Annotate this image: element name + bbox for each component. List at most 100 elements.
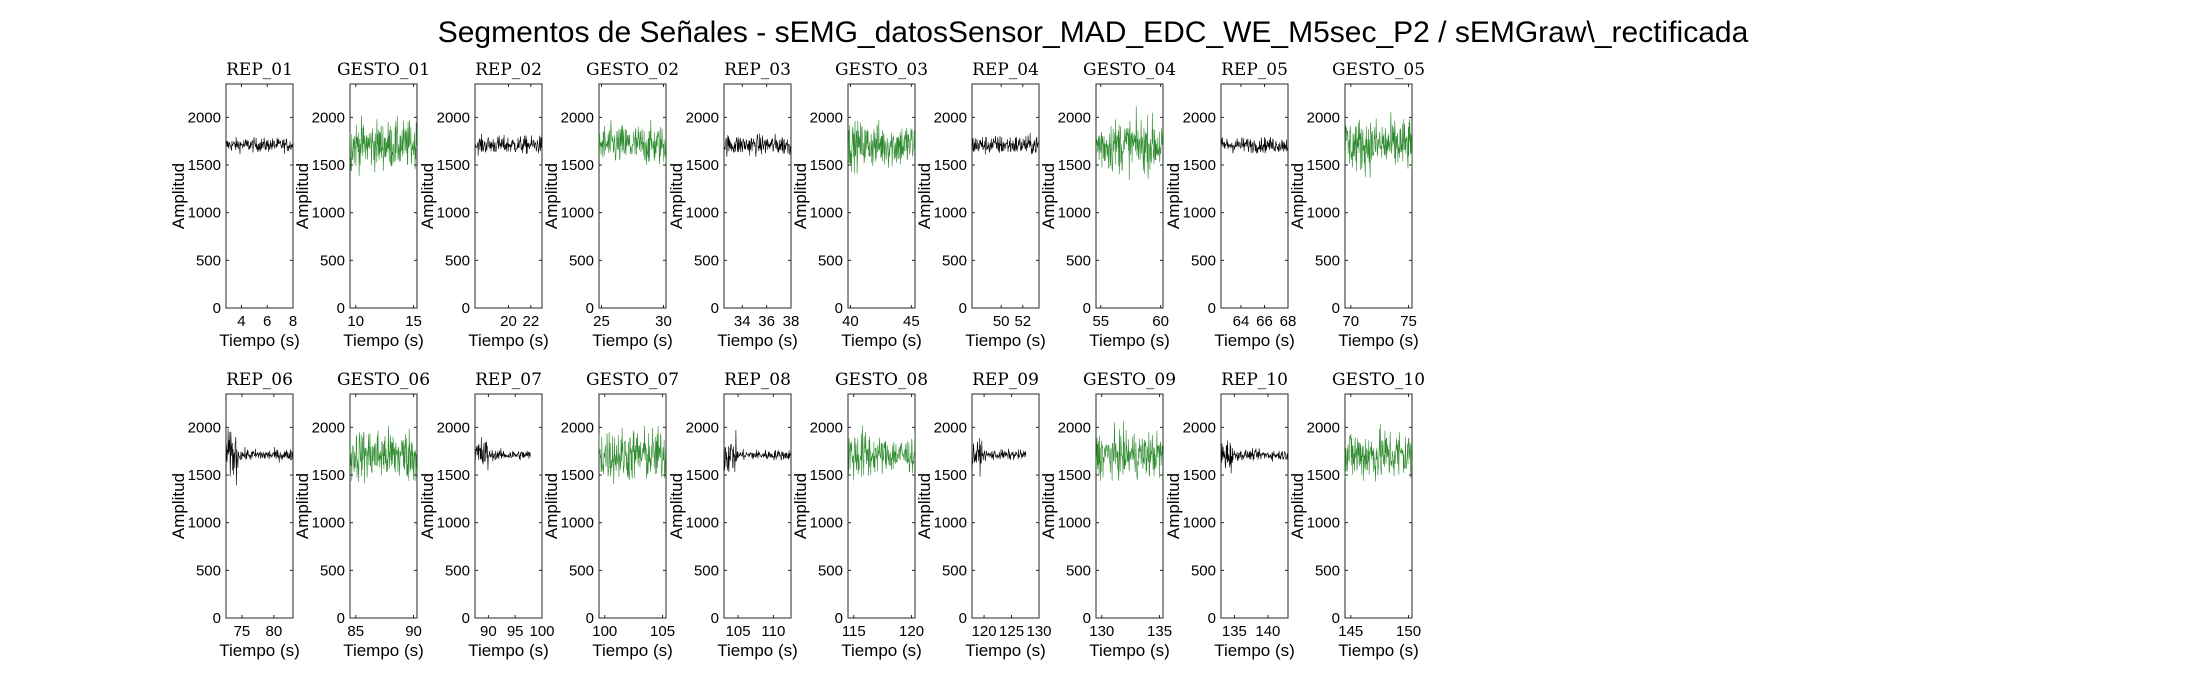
axes-box xyxy=(598,393,667,619)
x-tick-label: 4 xyxy=(237,313,245,330)
signal-line xyxy=(723,430,792,473)
signal-line xyxy=(723,133,792,157)
signal-line xyxy=(1220,136,1289,154)
y-tick-label: 0 xyxy=(1083,610,1091,627)
y-tick-label: 500 xyxy=(942,252,967,269)
x-tick-label: 130 xyxy=(1026,623,1051,640)
y-tick-label: 0 xyxy=(959,610,967,627)
subplot-title: GESTO_03 xyxy=(835,60,928,80)
signal-line xyxy=(474,437,531,471)
subplot-gesto-02: 0 500 1000 1500 2000 25 30 GESTO_02 Tiempo (s) Am… xyxy=(542,60,679,350)
x-tick-label: 10 xyxy=(347,313,364,330)
y-tick-label: 1000 xyxy=(810,515,843,532)
axes-box xyxy=(723,393,792,619)
signal-line xyxy=(1344,424,1413,482)
subplot-title: GESTO_05 xyxy=(1332,60,1425,80)
y-axis-label: Amplitud xyxy=(542,163,561,229)
subplot-rep-09: 0 500 1000 1500 2000 120 125 130 REP_09 Tiempo (s… xyxy=(915,370,1052,660)
signal-line xyxy=(225,428,294,486)
axes-box xyxy=(598,83,667,309)
x-axis-label: Tiempo (s) xyxy=(1214,331,1295,350)
subplot-title: REP_03 xyxy=(724,60,791,80)
y-tick-label: 500 xyxy=(694,562,719,579)
x-axis-label: Tiempo (s) xyxy=(1214,641,1295,660)
subplot-gesto-04: 0 500 1000 1500 2000 55 60 GESTO_04 Tiempo (s) Am… xyxy=(1039,60,1176,350)
y-tick-label: 2000 xyxy=(934,109,967,126)
y-tick-label: 0 xyxy=(1083,300,1091,317)
x-axis-label: Tiempo (s) xyxy=(1338,641,1419,660)
y-tick-label: 0 xyxy=(1332,610,1340,627)
subplot-title: GESTO_10 xyxy=(1332,370,1425,390)
y-tick-label: 2000 xyxy=(437,419,470,436)
y-axis-label: Amplitud xyxy=(169,473,188,539)
subplot-title: REP_04 xyxy=(972,60,1039,80)
subplot-title: REP_06 xyxy=(226,370,293,390)
subplot-gesto-09: 0 500 1000 1500 2000 130 135 GESTO_09 Tiempo (s)… xyxy=(1039,370,1176,660)
x-axis-label: Tiempo (s) xyxy=(1089,641,1170,660)
figure-title: Segmentos de Señales - sEMG_datosSensor_… xyxy=(438,16,1749,49)
y-tick-label: 1000 xyxy=(312,205,345,222)
x-axis-label: Tiempo (s) xyxy=(219,641,300,660)
y-tick-label: 500 xyxy=(196,562,221,579)
axes-box xyxy=(1220,393,1289,619)
signal-line xyxy=(474,133,543,157)
x-tick-label: 100 xyxy=(529,623,554,640)
x-tick-label: 95 xyxy=(507,623,524,640)
x-tick-label: 75 xyxy=(1400,313,1417,330)
subplot-rep-07: 0 500 1000 1500 2000 90 95 100 REP_07 Tiempo (s) A… xyxy=(418,370,555,660)
y-axis-label: Amplitud xyxy=(293,473,312,539)
subplot-title: GESTO_02 xyxy=(586,60,679,80)
y-tick-label: 1500 xyxy=(1058,157,1091,174)
y-tick-label: 1500 xyxy=(437,157,470,174)
signal-line xyxy=(847,425,916,481)
subplot-gesto-03: 0 500 1000 1500 2000 40 45 GESTO_03 Tiempo (s) Am… xyxy=(791,60,928,350)
y-axis-label: Amplitud xyxy=(791,473,810,539)
y-tick-label: 2000 xyxy=(1307,109,1340,126)
y-tick-label: 500 xyxy=(1315,562,1340,579)
x-tick-label: 90 xyxy=(405,623,422,640)
signal-line xyxy=(598,119,667,165)
y-tick-label: 0 xyxy=(213,610,221,627)
axes-box xyxy=(1095,393,1164,619)
x-tick-label: 34 xyxy=(734,313,751,330)
y-tick-label: 1500 xyxy=(188,157,221,174)
x-tick-label: 105 xyxy=(726,623,751,640)
x-tick-label: 68 xyxy=(1280,313,1297,330)
subplot-title: GESTO_06 xyxy=(337,370,430,390)
y-tick-label: 500 xyxy=(445,562,470,579)
y-tick-label: 1000 xyxy=(1058,205,1091,222)
y-tick-label: 1000 xyxy=(1183,205,1216,222)
x-axis-label: Tiempo (s) xyxy=(965,331,1046,350)
y-tick-label: 2000 xyxy=(188,109,221,126)
y-tick-label: 0 xyxy=(835,610,843,627)
subplot-title: GESTO_01 xyxy=(337,60,430,80)
y-axis-label: Amplitud xyxy=(418,163,437,229)
x-tick-label: 100 xyxy=(592,623,617,640)
subplot-gesto-10: 0 500 1000 1500 2000 145 150 GESTO_10 Tiempo (s)… xyxy=(1288,370,1425,660)
y-tick-label: 0 xyxy=(586,300,594,317)
y-tick-label: 1000 xyxy=(188,515,221,532)
y-tick-label: 500 xyxy=(1315,252,1340,269)
signal-line xyxy=(1095,106,1164,180)
y-tick-label: 2000 xyxy=(437,109,470,126)
subplot-rep-08: 0 500 1000 1500 2000 105 110 REP_08 Tiempo (s) Am… xyxy=(667,370,798,660)
y-tick-label: 1500 xyxy=(934,467,967,484)
x-tick-label: 105 xyxy=(650,623,675,640)
y-tick-label: 500 xyxy=(569,562,594,579)
x-tick-label: 40 xyxy=(842,313,859,330)
x-tick-label: 110 xyxy=(761,623,785,640)
axes-box xyxy=(723,83,792,309)
signal-line xyxy=(1344,112,1413,178)
x-tick-label: 70 xyxy=(1342,313,1359,330)
y-tick-label: 500 xyxy=(569,252,594,269)
x-tick-label: 130 xyxy=(1089,623,1114,640)
subplot-title: REP_01 xyxy=(226,60,293,80)
subplot-rep-01: 0 500 1000 1500 2000 4 6 8 REP_01 Tiempo (s) Ampli… xyxy=(169,60,300,350)
y-axis-label: Amplitud xyxy=(1288,163,1307,229)
subplot-gesto-01: 0 500 1000 1500 2000 10 15 GESTO_01 Tiempo (s) Am… xyxy=(293,60,430,350)
y-tick-label: 2000 xyxy=(1058,109,1091,126)
y-tick-label: 2000 xyxy=(934,419,967,436)
signal-line xyxy=(349,115,418,177)
x-tick-label: 125 xyxy=(999,623,1024,640)
